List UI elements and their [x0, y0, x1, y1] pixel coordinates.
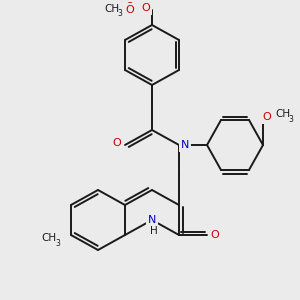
Text: CH: CH [104, 4, 120, 14]
Text: O: O [126, 2, 134, 12]
Text: O: O [262, 112, 272, 122]
Text: O: O [112, 138, 122, 148]
Text: CH: CH [275, 109, 291, 119]
Text: N: N [148, 215, 156, 225]
Text: 3: 3 [118, 8, 122, 17]
Text: O: O [126, 5, 134, 15]
Text: H: H [150, 226, 158, 236]
Text: 3: 3 [56, 238, 60, 247]
Text: O: O [142, 3, 150, 13]
Text: 3: 3 [289, 115, 293, 124]
Text: N: N [181, 140, 189, 150]
Text: O: O [211, 230, 219, 240]
Text: CH: CH [41, 233, 57, 243]
